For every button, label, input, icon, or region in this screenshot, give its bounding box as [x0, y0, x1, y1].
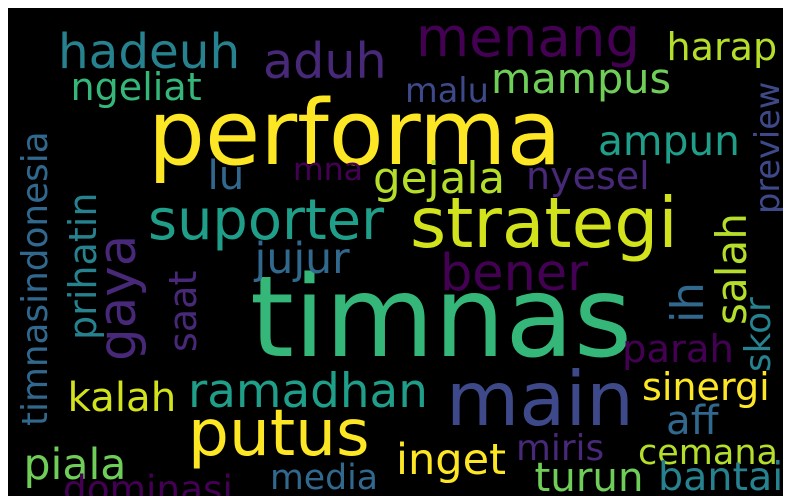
- word-aduh: aduh: [263, 31, 387, 90]
- word-ramadhan: ramadhan: [188, 364, 428, 419]
- word-strategi: strategi: [410, 183, 678, 264]
- word-hadeuh: hadeuh: [58, 24, 241, 80]
- word-bantai: bantai: [658, 454, 783, 496]
- word-media: media: [270, 457, 379, 496]
- word-dominasi: dominasi: [63, 466, 233, 496]
- word-mampus: mampus: [491, 54, 672, 103]
- word-preview: preview: [748, 81, 783, 214]
- word-turun: turun: [534, 454, 644, 496]
- word-cloud: timnas performa main menang strategi put…: [8, 8, 783, 496]
- word-lu: lu: [207, 152, 245, 199]
- word-inget: inget: [396, 434, 507, 485]
- word-timnasindonesia: timnasindonesia: [15, 130, 56, 426]
- word-parah: parah: [622, 326, 734, 372]
- word-menang: menang: [416, 8, 641, 69]
- word-main: main: [446, 354, 634, 443]
- word-cemana: cemana: [638, 432, 778, 473]
- word-mna: mna: [293, 152, 363, 188]
- word-ih: ih: [660, 281, 714, 323]
- word-putus: putus: [188, 395, 370, 471]
- word-ampun: ampun: [598, 116, 740, 165]
- word-skor: skor: [738, 296, 779, 372]
- word-performa: performa: [148, 82, 562, 186]
- word-suporter: suporter: [148, 188, 385, 253]
- word-piala: piala: [23, 439, 127, 490]
- word-sinergi: sinergi: [642, 365, 770, 409]
- word-nyesel: nyesel: [526, 154, 650, 198]
- word-ngeliat: ngeliat: [70, 65, 202, 109]
- word-bener: bener: [440, 243, 589, 303]
- word-saat: saat: [161, 270, 205, 352]
- word-jujur: jujur: [254, 233, 350, 284]
- word-gejala: gejala: [373, 154, 506, 204]
- word-miris: miris: [516, 428, 605, 469]
- word-harap: harap: [666, 25, 778, 69]
- word-aff: aff: [666, 397, 719, 444]
- word-malu: malu: [405, 71, 489, 110]
- word-kalah: kalah: [67, 374, 177, 421]
- word-timnas: timnas: [250, 253, 633, 383]
- word-prihatin: prihatin: [61, 191, 105, 340]
